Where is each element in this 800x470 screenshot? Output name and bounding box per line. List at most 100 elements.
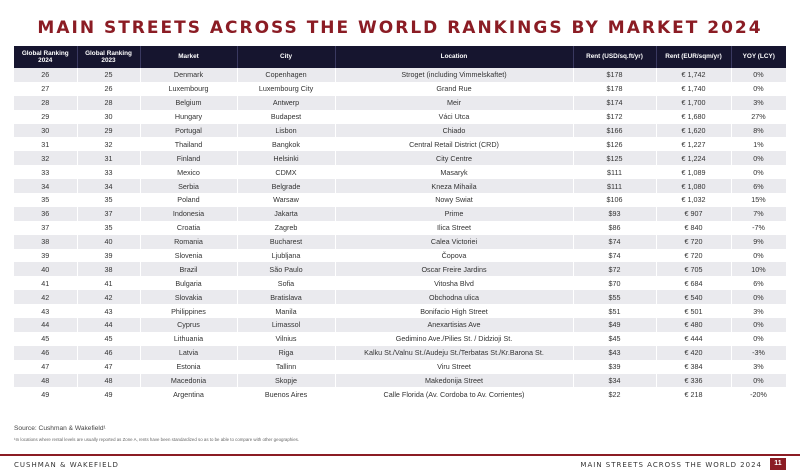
cell-market: Denmark <box>140 68 238 82</box>
cell-city: Zagreb <box>237 220 336 235</box>
cell-market: Poland <box>140 193 238 207</box>
cell-ranking-2024: 34 <box>14 179 78 194</box>
cell-city: Tallinn <box>237 359 336 374</box>
cell-rent-usd: $72 <box>573 262 657 277</box>
cell-rent-usd: $51 <box>573 304 657 319</box>
cell-rent-eur: € 384 <box>656 359 732 374</box>
cell-ranking-2023: 32 <box>77 137 141 152</box>
header-rent-usd: Rent (USD/sq.ft/yr) <box>573 46 657 68</box>
cell-city: Belgrade <box>237 179 336 194</box>
cell-city: Bucharest <box>237 234 336 249</box>
cell-ranking-2023: 34 <box>77 179 141 194</box>
cell-city: Helsinki <box>237 151 336 166</box>
cell-rent-eur: € 1,620 <box>656 123 732 138</box>
cell-market: Croatia <box>140 220 238 235</box>
table-row: 49 49 Argentina Buenos Aires Calle Florida (… <box>14 387 787 402</box>
cell-yoy: 0% <box>731 165 787 180</box>
cell-yoy: 0% <box>731 151 787 166</box>
cell-yoy: 0% <box>731 331 787 346</box>
cell-rent-usd: $166 <box>573 123 657 138</box>
cell-ranking-2024: 43 <box>14 304 78 319</box>
cell-ranking-2023: 37 <box>77 206 141 221</box>
table-row: 43 43 Philippines Manila Bonifacio High Stre… <box>14 304 787 319</box>
cell-market: Estonia <box>140 359 238 374</box>
cell-city: Buenos Aires <box>237 387 336 402</box>
cell-market: Bulgaria <box>140 276 238 291</box>
table-body: 26 25 Denmark Copenhagen Stroget (including … <box>14 68 787 402</box>
cell-rent-usd: $111 <box>573 165 657 180</box>
cell-city: Budapest <box>237 109 336 124</box>
cell-rent-eur: € 1,032 <box>656 193 732 207</box>
cell-rent-usd: $93 <box>573 206 657 221</box>
cell-location: Prime <box>335 206 574 221</box>
cell-location: Obchodna ulica <box>335 290 574 305</box>
cell-yoy: -20% <box>731 387 787 402</box>
cell-ranking-2023: 31 <box>77 151 141 166</box>
cell-yoy: 3% <box>731 359 787 374</box>
cell-yoy: 9% <box>731 234 787 249</box>
cell-yoy: 0% <box>731 290 787 305</box>
cell-ranking-2024: 30 <box>14 123 78 138</box>
table-row: 38 40 Romania Bucharest Calea Victoriei $74 € … <box>14 234 787 249</box>
table-row: 33 33 Mexico CDMX Masaryk $111 € 1,089 0% <box>14 165 787 180</box>
cell-rent-eur: € 720 <box>656 234 732 249</box>
header-city: City <box>237 46 336 68</box>
cell-market: Luxembourg <box>140 81 238 96</box>
cell-yoy: 7% <box>731 206 787 221</box>
table-row: 45 45 Lithuania Vilnius Gedimino Ave./Pilies… <box>14 331 787 346</box>
cell-ranking-2024: 35 <box>14 193 78 207</box>
cell-city: Manila <box>237 304 336 319</box>
cell-location: Vitosha Blvd <box>335 276 574 291</box>
cell-ranking-2024: 44 <box>14 318 78 332</box>
cell-yoy: 1% <box>731 137 787 152</box>
cell-rent-usd: $178 <box>573 81 657 96</box>
cell-location: Masaryk <box>335 165 574 180</box>
cell-rent-usd: $22 <box>573 387 657 402</box>
cell-location: Váci Utca <box>335 109 574 124</box>
table-row: 26 25 Denmark Copenhagen Stroget (including … <box>14 68 787 82</box>
cell-ranking-2024: 36 <box>14 206 78 221</box>
cell-city: Warsaw <box>237 193 336 207</box>
cell-location: Viru Street <box>335 359 574 374</box>
cell-ranking-2024: 33 <box>14 165 78 180</box>
cell-rent-eur: € 720 <box>656 248 732 263</box>
cell-rent-eur: € 907 <box>656 206 732 221</box>
cell-ranking-2023: 43 <box>77 304 141 319</box>
cell-yoy: 3% <box>731 95 787 110</box>
cell-rent-usd: $126 <box>573 137 657 152</box>
cell-rent-eur: € 1,080 <box>656 179 732 194</box>
cell-location: Calea Victoriei <box>335 234 574 249</box>
cell-rent-usd: $74 <box>573 248 657 263</box>
cell-ranking-2024: 42 <box>14 290 78 305</box>
cell-ranking-2023: 30 <box>77 109 141 124</box>
footer-title: MAIN STREETS ACROSS THE WORLD 2024 <box>580 461 762 469</box>
page-number: 11 <box>770 458 786 470</box>
cell-ranking-2023: 47 <box>77 359 141 374</box>
footer-divider <box>0 454 800 456</box>
cell-ranking-2024: 28 <box>14 95 78 110</box>
cell-location: Central Retail District (CRD) <box>335 137 574 152</box>
cell-city: Antwerp <box>237 95 336 110</box>
table-row: 27 26 Luxembourg Luxembourg City Grand Rue $1… <box>14 81 787 96</box>
cell-ranking-2023: 42 <box>77 290 141 305</box>
cell-location: Calle Florida (Av. Cordoba to Av. Corrie… <box>335 387 574 402</box>
cell-rent-eur: € 1,740 <box>656 81 732 96</box>
table-row: 41 41 Bulgaria Sofia Vitosha Blvd $70 € 684 6% <box>14 276 787 291</box>
cell-city: Bratislava <box>237 290 336 305</box>
cell-city: Riga <box>237 345 336 360</box>
cell-rent-usd: $125 <box>573 151 657 166</box>
cell-market: Cyprus <box>140 318 238 332</box>
cell-location: Chiado <box>335 123 574 138</box>
cell-yoy: -3% <box>731 345 787 360</box>
cell-ranking-2023: 41 <box>77 276 141 291</box>
cell-market: Belgium <box>140 95 238 110</box>
cell-rent-usd: $34 <box>573 373 657 388</box>
cell-yoy: 0% <box>731 373 787 388</box>
cell-location: Kneza Mihaila <box>335 179 574 194</box>
cell-city: Vilnius <box>237 331 336 346</box>
cell-rent-usd: $111 <box>573 179 657 194</box>
cell-market: Finland <box>140 151 238 166</box>
header-global-ranking-2024: Global Ranking 2024 <box>14 46 78 68</box>
cell-rent-usd: $174 <box>573 95 657 110</box>
table-row: 47 47 Estonia Tallinn Viru Street $39 € 384 3% <box>14 359 787 374</box>
